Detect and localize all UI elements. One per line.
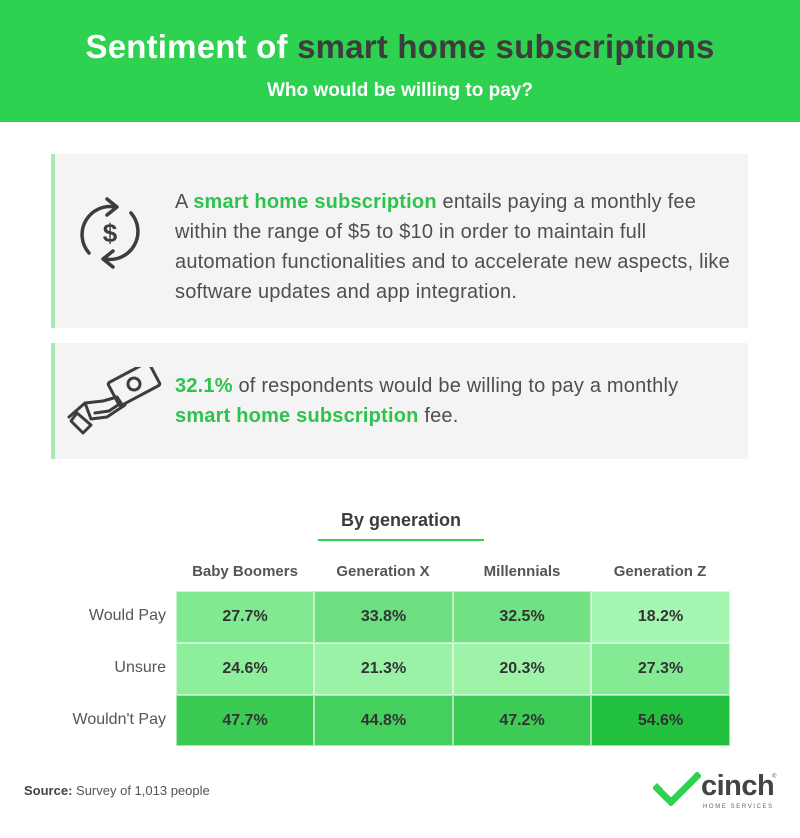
svg-text:$: $ [103,218,118,248]
row-label-unsure: Unsure [114,659,166,676]
chart-title-underline [318,539,484,541]
header-banner: Sentiment of smart home subscriptions Wh… [0,0,800,122]
page-subtitle: Who would be willing to pay? [267,80,533,101]
definition-text: A smart home subscription entails paying… [175,187,730,307]
heatmap-cell: 18.2% [591,591,730,643]
heatmap-cell: 32.5% [453,591,591,643]
source-text: Survey of 1,013 people [76,783,210,798]
stat-text-post: fee. [424,405,459,427]
title-part-2: smart home subscriptions [297,28,715,65]
heatmap-cell: 27.7% [176,591,314,643]
stat-highlight: smart home subscription [175,405,419,427]
stat-percent: 32.1% [175,375,233,397]
definition-text-pre: A [175,191,188,213]
logo-wordmark: cinch [701,770,775,802]
heatmap-cell: 24.6% [176,643,314,695]
logo-subtext: HOME SERVICES [703,804,774,810]
heatmap-cell: 47.2% [453,695,591,746]
source-label: Source: [24,783,73,798]
definition-text-post: entails paying a monthly fee within the … [175,191,730,303]
column-header-millennials: Millennials [483,563,561,580]
title-part-1: Sentiment of [85,28,288,65]
column-header-generation-z: Generation Z [613,563,707,580]
definition-highlight: smart home subscription [193,191,437,213]
stat-text: 32.1% of respondents would be willing to… [175,371,730,431]
chart-title: By generation [340,510,462,530]
stat-text-mid: of respondents would be willing to pay a… [238,375,679,397]
definition-card: $ A smart home subscription entails payi… [51,154,748,328]
column-header-baby-boomers: Baby Boomers [192,563,298,580]
page-title: Sentiment of smart home subscriptions [0,28,800,66]
heatmap-grid: 27.7% 33.8% 32.5% 18.2% 24.6% 21.3% 20.3% 27.3%… [176,591,730,746]
dollar-cycle-icon: $ [80,197,140,269]
cinch-logo: cinch ® HOME SERVICES [653,768,778,816]
source-note: Source: Survey of 1,013 people [24,783,210,798]
hand-money-icon [67,367,162,435]
column-header-generation-x: Generation X [336,563,430,580]
heatmap-cell: 21.3% [314,643,453,695]
heatmap-cell: 44.8% [314,695,453,746]
heatmap-cell: 47.7% [176,695,314,746]
logo-trademark: ® [772,774,777,780]
heatmap-cell: 27.3% [591,643,730,695]
checkmark-logo-icon [653,772,701,806]
heatmap-cell: 33.8% [314,591,453,643]
heatmap-cell: 20.3% [453,643,591,695]
row-label-wouldnt-pay: Wouldn't Pay [72,711,166,728]
stat-card: 32.1% of respondents would be willing to… [51,343,748,459]
row-label-would-pay: Would Pay [88,607,166,624]
heatmap-cell: 54.6% [591,695,730,746]
